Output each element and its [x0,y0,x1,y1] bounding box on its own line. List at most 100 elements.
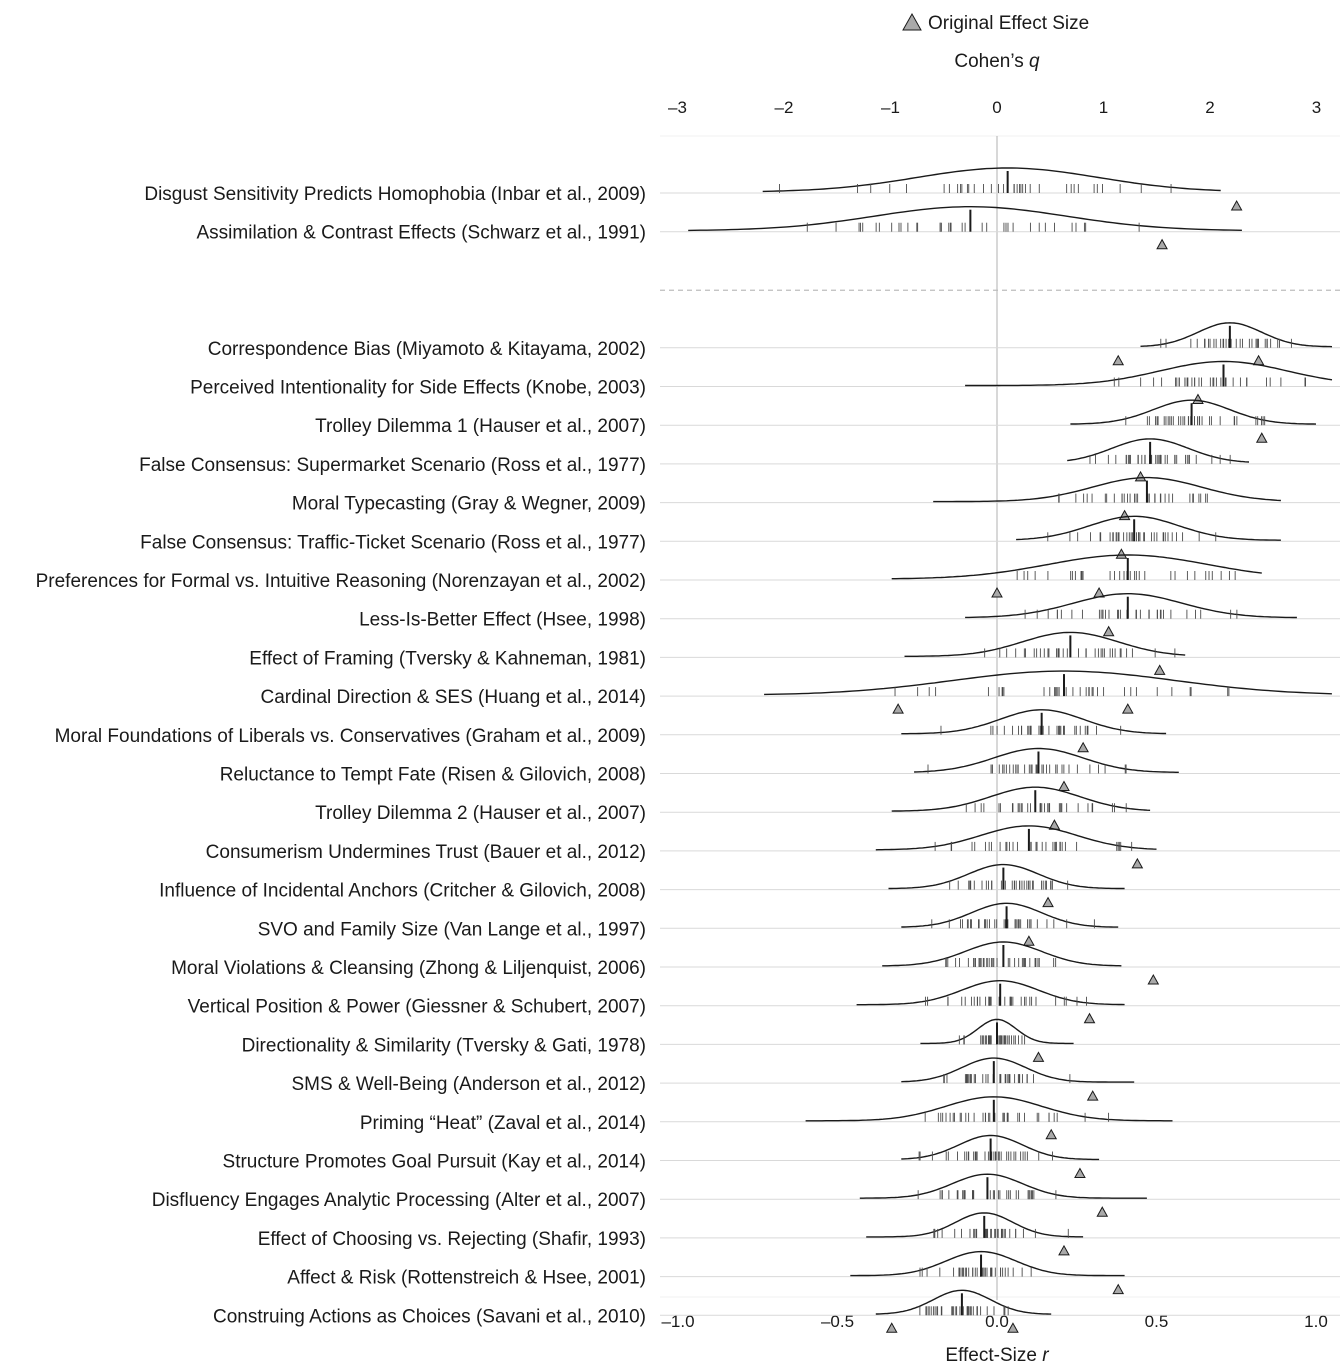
density-curve [856,980,1125,1006]
top-axis-title: Cohen’s q [954,51,1040,72]
study-label: Reluctance to Tempt Fate (Risen & Gilovi… [220,765,646,786]
original-effect-marker [1134,470,1147,482]
original-effect-marker [1058,780,1070,791]
study-label: Disfluency Engages Analytic Processing (… [152,1190,646,1211]
study-row: SVO and Family Size (Van Lange et al., 1… [258,902,1340,946]
study-label: Correspondence Bias (Miyamoto & Kitayama… [208,339,646,360]
original-effect-marker [1230,199,1243,211]
density-curve [901,902,1119,928]
study-row: Disgust Sensitivity Predicts Homophobia … [144,167,1340,211]
study-rows: Disgust Sensitivity Predicts Homophobia … [36,167,1340,1333]
original-effect-marker [1045,1128,1058,1140]
study-row: Cardinal Direction & SES (Huang et al., … [261,670,1340,714]
study-label: Construing Actions as Choices (Savani et… [213,1306,646,1327]
original-effect-marker [1192,393,1204,404]
density-curve [891,786,1151,812]
study-label: Assimilation & Contrast Effects (Schwarz… [197,223,647,244]
original-effect-marker [1112,354,1125,366]
density-curve [762,167,1221,193]
density-curve [888,863,1125,890]
density-curve [904,631,1186,657]
study-label: Moral Violations & Cleansing (Zhong & Li… [171,958,646,979]
density-curve [901,1134,1100,1161]
study-label: SMS & Well-Being (Anderson et al., 2012) [292,1074,647,1095]
study-row: False Consensus: Traffic-Ticket Scenario… [140,515,1340,559]
original-effect-marker [1074,1167,1086,1178]
original-effect-marker [1042,896,1054,908]
bottom-axis-tick-label: 0.0 [985,1312,1009,1331]
study-row: Influence of Incidental Anchors (Critche… [159,863,1340,908]
top-axis-tick-label: 3 [1312,98,1321,117]
study-label: Effect of Framing (Tversky & Kahneman, 1… [249,648,646,669]
top-axis-tick-label: 2 [1205,98,1214,117]
study-row: Directionality & Similarity (Tversky & G… [242,1018,1340,1062]
density-curve [920,1018,1074,1045]
study-label: False Consensus: Traffic-Ticket Scenario… [140,532,646,553]
study-row: Moral Foundations of Liberals vs. Conser… [55,709,1340,753]
legend-triangle-marker [902,12,922,31]
density-curve [891,554,1262,580]
study-row: Assimilation & Contrast Effects (Schwarz… [197,206,1340,250]
study-label: Cardinal Direction & SES (Huang et al., … [261,687,646,708]
study-label: Directionality & Similarity (Tversky & G… [242,1035,646,1056]
top-axis-tick-label: –2 [775,98,794,117]
density-curve [1016,515,1281,541]
study-label: Trolley Dilemma 1 (Hauser et al., 2007) [315,416,646,437]
original-effect-marker [1032,1051,1045,1062]
study-row: Construing Actions as Choices (Savani et… [213,1289,1340,1333]
study-row: Trolley Dilemma 1 (Hauser et al., 2007) [315,399,1340,443]
top-axis: Cohen’s q –3 –2 –1 0 1 2 3 [668,51,1321,117]
study-row: Affect & Risk (Rottenstreich & Hsee, 200… [287,1250,1340,1295]
density-curve [882,941,1122,967]
study-row: Perceived Intentionality for Side Effect… [190,360,1340,404]
original-effect-marker [1147,973,1160,985]
study-label: False Consensus: Supermarket Scenario (R… [139,455,646,476]
density-curve [1070,399,1317,425]
study-label: Trolley Dilemma 2 (Hauser et al., 2007) [315,803,646,824]
bottom-axis-tick-label: 0.5 [1145,1312,1169,1331]
original-effect-marker [1023,935,1035,946]
study-label: Moral Typecasting (Gray & Wegner, 2009) [292,494,646,515]
original-effect-marker [1118,509,1131,521]
original-effect-marker [1115,548,1128,559]
original-effect-marker [1131,857,1144,869]
legend-label: Original Effect Size [928,13,1089,34]
original-effect-marker [1086,1090,1099,1101]
top-axis-tick-label: 1 [1099,98,1108,117]
original-effect-marker [1007,1322,1019,1333]
study-label: Preferences for Formal vs. Intuitive Rea… [36,571,646,592]
bottom-axis: Effect-Size r –1.0 –0.5 0.0 0.5 1.0 [661,1312,1327,1366]
study-row: Effect of Choosing vs. Rejecting (Shafir… [258,1212,1340,1256]
study-row: Structure Promotes Goal Pursuit (Kay et … [223,1134,1340,1178]
study-row: Disfluency Engages Analytic Processing (… [152,1173,1340,1217]
study-row: Consumerism Undermines Trust (Bauer et a… [206,825,1340,869]
bottom-axis-tick-label: 1.0 [1304,1312,1328,1331]
study-row: SMS & Well-Being (Anderson et al., 2012) [292,1057,1340,1101]
top-axis-tick-label: –3 [668,98,687,117]
density-curve [914,747,1179,773]
density-curve [688,206,1242,232]
study-row: Moral Violations & Cleansing (Zhong & Li… [171,941,1340,985]
original-effect-marker [1077,741,1089,753]
study-label: Vertical Position & Power (Giessner & Sc… [188,997,646,1018]
study-row: Effect of Framing (Tversky & Kahneman, 1… [249,631,1340,675]
study-row: False Consensus: Supermarket Scenario (R… [139,438,1340,482]
study-label: Moral Foundations of Liberals vs. Conser… [55,726,646,747]
original-effect-marker [1252,354,1265,366]
density-curve [1067,438,1250,463]
density-curve [866,1212,1084,1238]
study-row: Priming “Heat” (Zaval et al., 2014) [360,1096,1340,1140]
study-label: Disgust Sensitivity Predicts Homophobia … [144,184,646,205]
original-effect-marker [885,1322,898,1333]
density-curve [901,709,1167,735]
density-curve [859,1173,1147,1199]
density-curve [965,360,1333,387]
original-effect-marker [1083,1012,1096,1024]
original-effect-marker [1156,238,1168,250]
original-effect-marker [1058,1244,1070,1256]
original-effect-marker [1112,1283,1125,1295]
study-label: Less-Is-Better Effect (Hsee, 1998) [359,610,646,631]
density-curve [933,476,1281,503]
bottom-axis-tick-label: –0.5 [821,1312,854,1331]
